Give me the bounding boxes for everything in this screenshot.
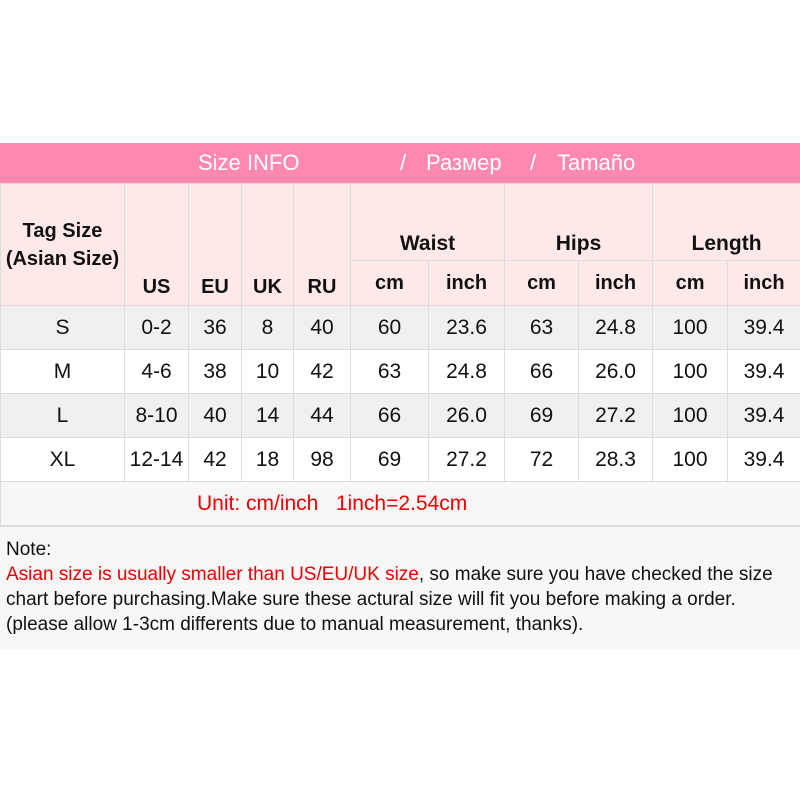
title-separator: / — [400, 150, 407, 175]
table-cell: 69 — [350, 437, 429, 482]
title-separator: / — [530, 150, 537, 175]
table-row: S 0-2 36 8 40 60 23.6 63 24.8 100 39.4 — [0, 305, 800, 350]
table-cell: 72 — [504, 437, 580, 482]
table-cell: 24.8 — [427, 349, 506, 394]
table-cell: 42 — [188, 437, 242, 482]
header-waist-cm: cm — [350, 260, 429, 306]
chart-title: Size INFO / Размер / Tamaño — [0, 143, 800, 183]
note-label: Note: — [6, 539, 52, 560]
header-tag-size: Tag Size (Asian Size) — [0, 183, 125, 306]
table-cell: 100 — [652, 393, 729, 438]
table-cell: 60 — [350, 305, 429, 350]
header-us: US — [124, 183, 189, 306]
table-cell: 26.0 — [578, 349, 654, 394]
table-cell: 38 — [188, 349, 242, 394]
table-cell: 12-14 — [124, 437, 189, 482]
header-hips-cm: cm — [504, 260, 580, 306]
table-cell: 8-10 — [124, 393, 189, 438]
table-cell: 27.2 — [427, 437, 506, 482]
note-text: Asian size is usually smaller than US/EU… — [6, 562, 794, 637]
table-cell: 66 — [350, 393, 429, 438]
table-cell: L — [0, 393, 125, 438]
header-eu: EU — [188, 183, 242, 306]
header-waist: Waist — [349, 183, 506, 261]
table-cell: 36 — [188, 305, 242, 350]
table-cell: 24.8 — [578, 305, 654, 350]
header-hips: Hips — [504, 183, 654, 261]
table-cell: 14 — [241, 393, 294, 438]
table-cell: 23.6 — [427, 305, 506, 350]
table-cell: 44 — [293, 393, 351, 438]
table-cell: M — [0, 349, 125, 394]
header-length: Length — [652, 183, 800, 261]
table-cell: 66 — [504, 349, 580, 394]
table-cell: 27.2 — [578, 393, 654, 438]
table-row: M 4-6 38 10 42 63 24.8 66 26.0 100 39.4 — [0, 349, 800, 394]
size-chart: Size INFO / Размер / Tamaño Tag Size (As… — [0, 143, 800, 649]
table-cell: 40 — [188, 393, 242, 438]
table-cell: 0-2 — [124, 305, 189, 350]
table-cell: 18 — [241, 437, 294, 482]
table-cell: 100 — [652, 349, 729, 394]
table-cell: 42 — [293, 349, 351, 394]
note-highlight: Asian size is usually smaller than US/EU… — [6, 564, 419, 585]
table-cell: 8 — [241, 305, 294, 350]
note-block: Note: Asian size is usually smaller than… — [0, 526, 800, 649]
table-cell: 39.4 — [727, 437, 800, 482]
table-cell: 39.4 — [727, 305, 800, 350]
table-cell: 69 — [504, 393, 580, 438]
table-cell: 39.4 — [727, 393, 800, 438]
table-cell: 28.3 — [578, 437, 654, 482]
title-spanish: Tamaño — [557, 150, 636, 175]
header-ru: RU — [293, 183, 351, 306]
table-cell: S — [0, 305, 125, 350]
table-cell: 40 — [293, 305, 351, 350]
header-length-cm: cm — [652, 260, 729, 306]
table-cell: 100 — [652, 437, 729, 482]
table-cell: 100 — [652, 305, 729, 350]
table-cell: 26.0 — [427, 393, 506, 438]
table-row: XL 12-14 42 18 98 69 27.2 72 28.3 100 39.4 — [0, 437, 800, 482]
title-russian: Размер — [426, 150, 502, 175]
table-cell: XL — [0, 437, 125, 482]
note-body: , so make sure you have checked the size… — [6, 564, 773, 635]
header-uk: UK — [241, 183, 294, 306]
table-cell: 63 — [350, 349, 429, 394]
table-cell: 10 — [241, 349, 294, 394]
table-cell: 98 — [293, 437, 351, 482]
table-cell: 39.4 — [727, 349, 800, 394]
size-table: Tag Size (Asian Size) US EU UK RU Waist … — [0, 183, 800, 526]
table-row: L 8-10 40 14 44 66 26.0 69 27.2 100 39.4 — [0, 393, 800, 438]
header-hips-inch: inch — [578, 260, 654, 306]
unit-note: Unit: cm/inch 1inch=2.54cm — [0, 481, 800, 526]
header-waist-inch: inch — [427, 260, 506, 306]
header-length-inch: inch — [727, 260, 800, 306]
table-cell: 4-6 — [124, 349, 189, 394]
table-cell: 63 — [504, 305, 580, 350]
title-size-info: Size INFO — [198, 150, 300, 175]
